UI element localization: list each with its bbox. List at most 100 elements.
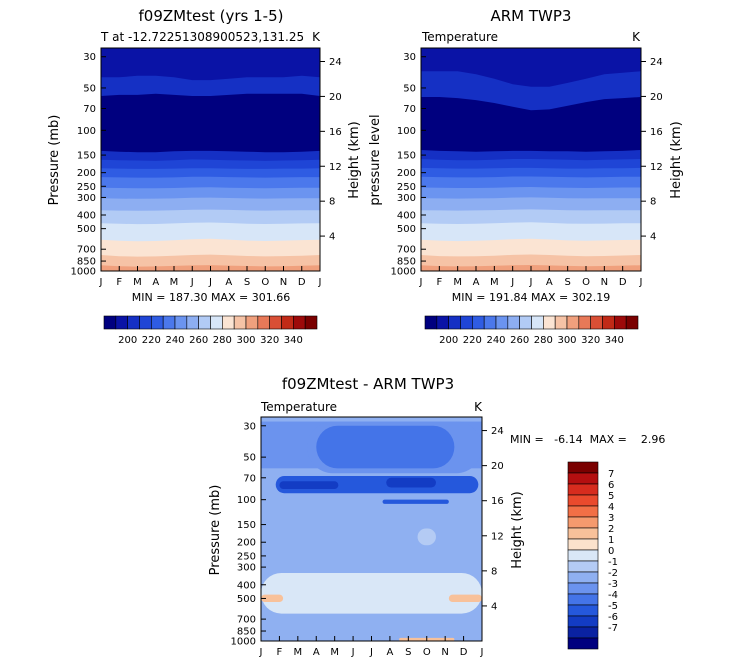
pressure-tick-label: 250 bbox=[77, 182, 96, 193]
panel-diff-ylabel: Pressure (mb) bbox=[208, 485, 223, 576]
colorbar-swatch bbox=[567, 571, 599, 584]
colorbar-swatch bbox=[614, 315, 627, 330]
pressure-tick-label: 1000 bbox=[391, 267, 416, 278]
month-tick-label: J bbox=[419, 277, 423, 288]
pressure-tick-label: 100 bbox=[237, 495, 256, 506]
colorbar-swatch bbox=[495, 315, 509, 330]
panel-diff-unit: K bbox=[474, 400, 483, 414]
colorbar-swatch bbox=[436, 315, 449, 330]
month-tick-label: A bbox=[152, 277, 159, 288]
month-tick-label: S bbox=[405, 647, 411, 658]
month-tick-label: O bbox=[423, 647, 431, 658]
colorbar-swatch bbox=[257, 315, 270, 330]
month-tick-label: M bbox=[294, 647, 303, 658]
pressure-tick-label: 400 bbox=[77, 211, 96, 222]
pressure-tick-label: 500 bbox=[237, 594, 256, 605]
month-tick-label: F bbox=[277, 647, 283, 658]
pressure-tick-label: 50 bbox=[83, 83, 96, 94]
colorbar-swatch bbox=[460, 315, 473, 330]
height-tick-label: 4 bbox=[329, 232, 335, 243]
colorbar-swatch bbox=[567, 582, 599, 595]
panel-diff-plot bbox=[261, 417, 482, 641]
contour-feature bbox=[386, 477, 436, 488]
colorbar-swatch bbox=[590, 315, 603, 330]
colorbar-label: 300 bbox=[236, 335, 255, 346]
colorbar-label: 340 bbox=[284, 335, 303, 346]
colorbar-swatch bbox=[567, 593, 599, 606]
colorbar-label: 1 bbox=[608, 535, 614, 546]
pressure-tick-label: 100 bbox=[77, 126, 96, 137]
colorbar-label: 220 bbox=[142, 335, 161, 346]
month-tick-label: A bbox=[386, 647, 393, 658]
colorbar-label: -2 bbox=[608, 568, 618, 579]
height-tick-label: 8 bbox=[491, 566, 497, 577]
panel-model-stats: MIN = 187.30 MAX = 301.66 bbox=[132, 291, 290, 304]
height-tick-label: 24 bbox=[329, 57, 342, 68]
pressure-tick-label: 850 bbox=[77, 257, 96, 268]
height-tick-label: 20 bbox=[650, 92, 663, 103]
colorbar-swatch bbox=[245, 315, 259, 330]
height-tick-label: 16 bbox=[329, 127, 342, 138]
colorbar-swatch bbox=[567, 549, 599, 562]
month-tick-label: J bbox=[529, 277, 533, 288]
colorbar-swatch bbox=[567, 483, 599, 496]
month-tick-label: J bbox=[190, 277, 194, 288]
pressure-tick-label: 150 bbox=[397, 151, 416, 162]
panel-obs-unit: K bbox=[632, 30, 641, 44]
colorbar-swatch bbox=[127, 315, 140, 330]
month-tick-label: J bbox=[99, 277, 103, 288]
colorbar-label: -1 bbox=[608, 557, 618, 568]
colorbar-swatch bbox=[567, 560, 599, 573]
colorbar-label: 340 bbox=[605, 335, 624, 346]
colorbar-label: 6 bbox=[608, 480, 614, 491]
pressure-tick-label: 400 bbox=[397, 211, 416, 222]
pressure-tick-label: 30 bbox=[83, 52, 96, 63]
colorbar-swatch bbox=[566, 315, 580, 330]
colorbar-swatch bbox=[269, 315, 282, 330]
colorbar-swatch bbox=[567, 637, 599, 650]
colorbar-swatch bbox=[567, 615, 599, 628]
colorbar-swatch bbox=[103, 315, 117, 330]
colorbar-swatch bbox=[222, 315, 235, 330]
panel-obs-height-ticks: 4 8 12 16 20 24 bbox=[641, 57, 663, 243]
height-tick-label: 24 bbox=[650, 57, 663, 68]
colorbar-label: 3 bbox=[608, 513, 614, 524]
colorbar-label: 0 bbox=[608, 546, 614, 557]
contour-band bbox=[261, 619, 482, 641]
colorbar-obs: 200 220 240 260 280 300 320 340 bbox=[424, 315, 639, 346]
month-tick-label: M bbox=[330, 647, 339, 658]
contour-feature bbox=[448, 594, 482, 603]
month-tick-label: J bbox=[639, 277, 643, 288]
month-tick-label: S bbox=[244, 277, 250, 288]
panel-model-ylabel-right: Height (km) bbox=[347, 121, 362, 198]
panel-model-plot bbox=[101, 48, 320, 271]
height-tick-label: 20 bbox=[491, 461, 504, 472]
pressure-tick-label: 30 bbox=[243, 421, 256, 432]
panel-model-title: f09ZMtest (yrs 1-5) bbox=[139, 7, 284, 25]
pressure-tick-label: 30 bbox=[403, 52, 416, 63]
colorbar-swatch bbox=[625, 315, 639, 330]
panel-diff-height-ticks: 4 8 12 16 20 24 bbox=[482, 426, 504, 612]
height-tick-label: 24 bbox=[491, 426, 504, 437]
colorbar-swatch bbox=[472, 315, 485, 330]
height-tick-label: 8 bbox=[329, 197, 335, 208]
pressure-tick-label: 300 bbox=[237, 563, 256, 574]
colorbar-swatch bbox=[567, 626, 599, 639]
month-tick-label: A bbox=[225, 277, 232, 288]
colorbar-label: 280 bbox=[534, 335, 553, 346]
colorbar-label: 200 bbox=[118, 335, 137, 346]
month-tick-label: J bbox=[259, 647, 263, 658]
pressure-tick-label: 50 bbox=[243, 453, 256, 464]
pressure-tick-label: 400 bbox=[237, 580, 256, 591]
colorbar-label: 240 bbox=[165, 335, 184, 346]
pressure-tick-label: 700 bbox=[237, 615, 256, 626]
colorbar-swatch bbox=[578, 315, 591, 330]
colorbar-swatch bbox=[293, 315, 306, 330]
pressure-tick-label: 150 bbox=[77, 151, 96, 162]
panel-model-height-ticks: 4 8 12 16 20 24 bbox=[320, 57, 342, 243]
colorbar-swatch bbox=[567, 461, 599, 474]
colorbar-label: -7 bbox=[608, 623, 618, 634]
colorbar-swatch bbox=[151, 315, 164, 330]
colorbar-swatch bbox=[233, 315, 247, 330]
